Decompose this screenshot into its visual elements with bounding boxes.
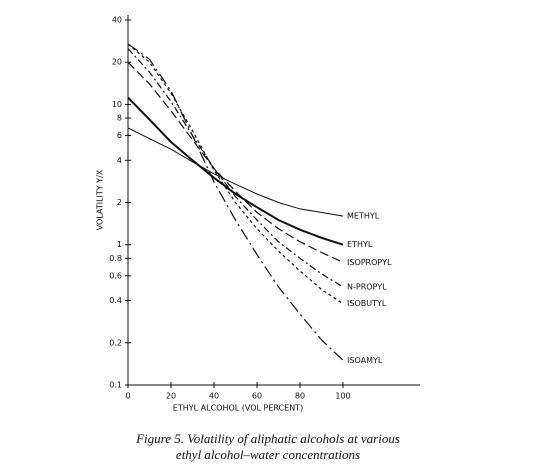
y-axis-label: VOLATILITY Y/X xyxy=(96,169,105,230)
y-tick-label: 0.8 xyxy=(109,254,122,263)
x-tick-label: 100 xyxy=(335,392,350,401)
series-line xyxy=(127,43,344,305)
y-tick-label: 0.2 xyxy=(109,338,122,347)
y-tick-label: 0.4 xyxy=(109,296,122,305)
series-line xyxy=(127,61,344,263)
x-tick-label: 40 xyxy=(209,392,219,401)
x-tick-label: 80 xyxy=(295,392,305,401)
y-tick-label: 2 xyxy=(117,198,122,207)
series-label: ISOAMYL xyxy=(347,356,383,365)
series-line xyxy=(127,127,344,217)
x-axis-label: ETHYL ALCOHOL (VOL PERCENT) xyxy=(173,404,303,413)
series-line xyxy=(127,48,344,288)
x-tick-label: 0 xyxy=(125,392,130,401)
caption: ethyl alcohol–water concentrations xyxy=(176,447,360,462)
series-line xyxy=(127,96,344,246)
y-tick-label: 10 xyxy=(112,100,122,109)
y-tick-label: 0.1 xyxy=(109,381,122,390)
y-tick-label: 20 xyxy=(112,58,122,67)
series-label: ISOPROPYL xyxy=(347,258,392,267)
caption: Figure 5. Volatility of aliphatic alcoho… xyxy=(135,431,400,446)
series-label: ETHYL xyxy=(347,240,373,249)
y-tick-label: 4 xyxy=(117,156,122,165)
x-tick-label: 20 xyxy=(166,392,176,401)
series-line xyxy=(127,43,344,361)
y-tick-label: 6 xyxy=(117,131,122,140)
y-tick-label: 40 xyxy=(112,16,122,25)
y-tick-label: 1 xyxy=(117,240,122,249)
x-tick-label: 60 xyxy=(252,392,262,401)
y-tick-label: 0.6 xyxy=(109,271,122,280)
y-tick-label: 8 xyxy=(117,114,122,123)
series-label: ISOBUTYL xyxy=(347,299,387,308)
series-label: N-PROPYL xyxy=(347,282,387,291)
series-label: METHYL xyxy=(347,212,380,221)
